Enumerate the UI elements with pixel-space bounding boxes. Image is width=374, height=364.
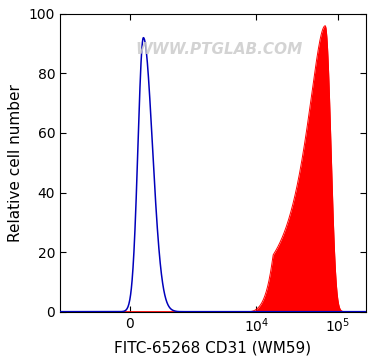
Y-axis label: Relative cell number: Relative cell number: [8, 84, 23, 242]
X-axis label: FITC-65268 CD31 (WM59): FITC-65268 CD31 (WM59): [114, 341, 312, 356]
Text: WWW.PTGLAB.COM: WWW.PTGLAB.COM: [135, 42, 303, 57]
